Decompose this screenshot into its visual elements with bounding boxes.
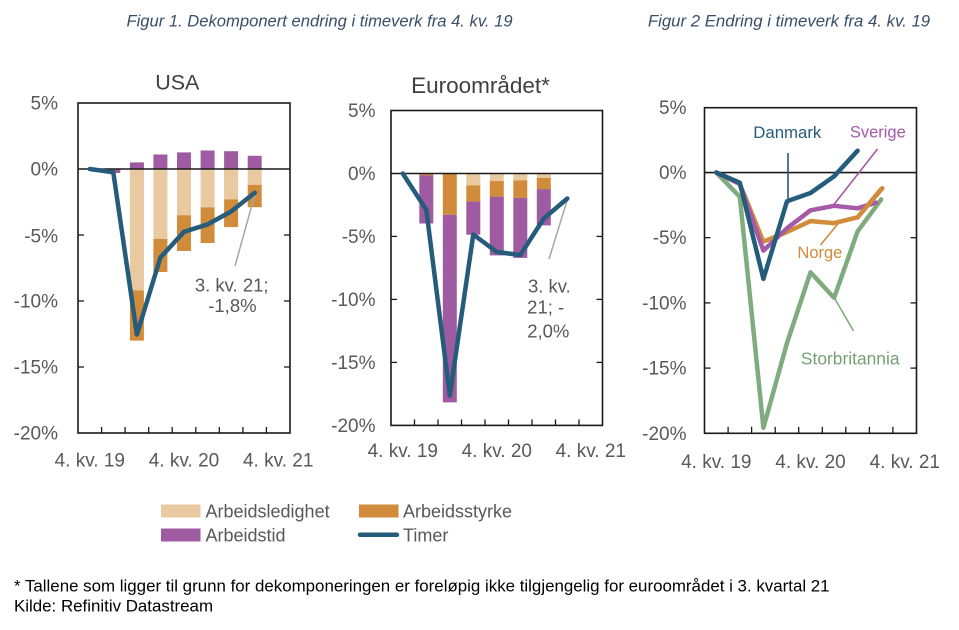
svg-text:4. kv. 20: 4. kv. 20 — [462, 441, 532, 462]
svg-text:0%: 0% — [31, 160, 59, 181]
svg-text:-5%: -5% — [24, 227, 58, 248]
svg-text:-20%: -20% — [331, 416, 375, 437]
svg-text:Sverige: Sverige — [850, 124, 906, 142]
svg-text:4. kv. 21: 4. kv. 21 — [556, 441, 626, 462]
svg-text:0%: 0% — [348, 164, 376, 185]
svg-text:Kilde: Refinitiv Datastream: Kilde: Refinitiv Datastream — [14, 597, 213, 616]
svg-text:4. kv. 21: 4. kv. 21 — [243, 451, 313, 472]
svg-text:-10%: -10% — [331, 290, 375, 311]
svg-text:2,0%: 2,0% — [527, 321, 569, 342]
svg-text:Arbeidstid: Arbeidstid — [206, 526, 286, 546]
svg-text:Arbeidsledighet: Arbeidsledighet — [206, 502, 330, 522]
svg-text:4. kv. 20: 4. kv. 20 — [149, 451, 219, 472]
svg-text:5%: 5% — [31, 94, 59, 115]
svg-text:-5%: -5% — [653, 228, 687, 249]
svg-text:-20%: -20% — [14, 424, 58, 445]
svg-text:4. kv. 19: 4. kv. 19 — [55, 451, 125, 472]
svg-text:Storbritannia: Storbritannia — [801, 349, 900, 369]
svg-text:Figur 2 Endring i timeverk fra: Figur 2 Endring i timeverk fra 4. kv. 19 — [648, 12, 930, 31]
svg-text:Timer: Timer — [403, 526, 448, 546]
svg-text:-15%: -15% — [642, 359, 686, 380]
svg-text:Figur 1. Dekomponert endring i: Figur 1. Dekomponert endring i timeverk … — [126, 12, 512, 31]
svg-text:* Tallene som ligger til grunn: * Tallene som ligger til grunn for dekom… — [14, 576, 830, 595]
svg-text:-1,8%: -1,8% — [208, 295, 256, 316]
svg-text:-20%: -20% — [642, 424, 686, 445]
svg-text:-10%: -10% — [642, 293, 686, 314]
svg-text:Euroområdet*: Euroområdet* — [411, 73, 550, 98]
svg-text:-10%: -10% — [14, 292, 58, 313]
svg-text:0%: 0% — [659, 163, 687, 184]
svg-text:3. kv.: 3. kv. — [528, 276, 571, 297]
svg-text:4. kv. 19: 4. kv. 19 — [681, 452, 751, 473]
svg-text:Danmark: Danmark — [753, 123, 822, 142]
svg-text:Norge: Norge — [797, 244, 842, 262]
svg-text:4. kv. 20: 4. kv. 20 — [775, 452, 845, 473]
svg-text:-15%: -15% — [14, 358, 58, 379]
svg-text:4. kv. 21: 4. kv. 21 — [870, 452, 940, 473]
svg-text:4. kv. 19: 4. kv. 19 — [368, 441, 438, 462]
svg-text:21; -: 21; - — [527, 297, 564, 318]
svg-text:USA: USA — [155, 71, 200, 95]
svg-text:5%: 5% — [348, 101, 376, 122]
svg-text:-5%: -5% — [342, 227, 376, 248]
svg-text:5%: 5% — [659, 98, 687, 119]
svg-text:-15%: -15% — [331, 353, 375, 374]
svg-text:3. kv. 21;: 3. kv. 21; — [195, 274, 269, 295]
svg-text:Arbeidsstyrke: Arbeidsstyrke — [403, 502, 512, 522]
